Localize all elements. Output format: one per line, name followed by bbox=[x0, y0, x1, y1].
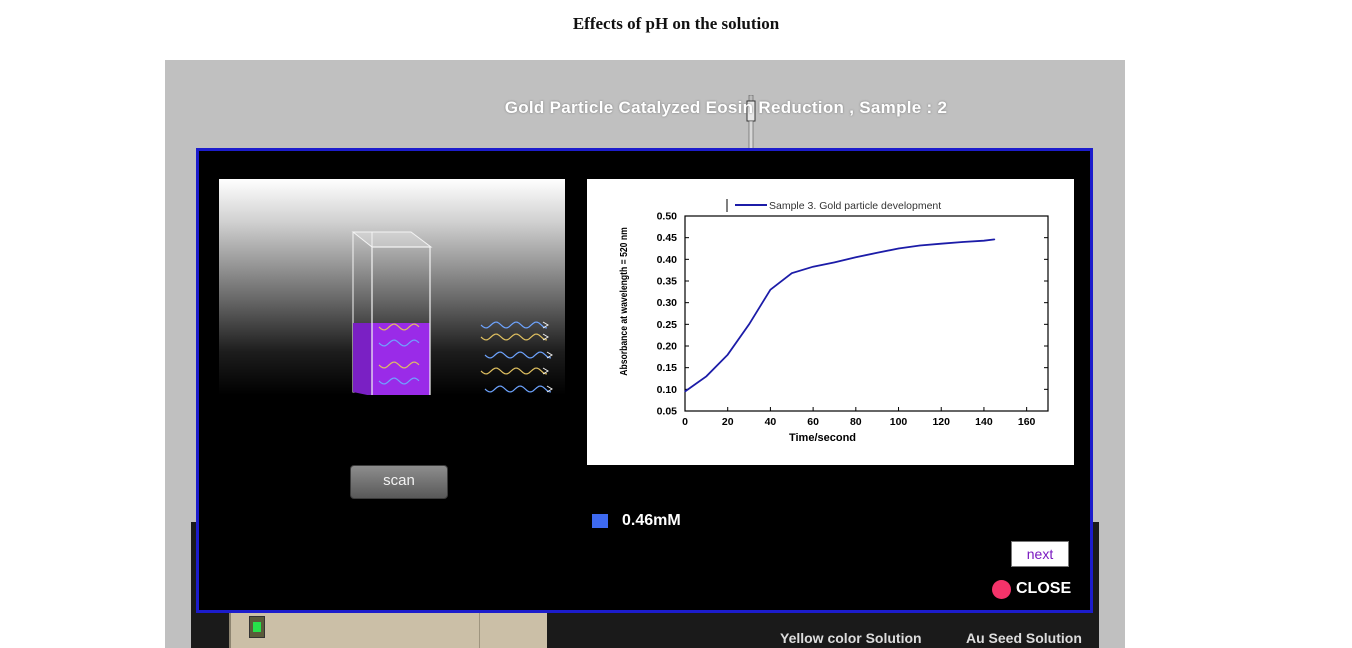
x-axis-label: Time/second bbox=[789, 432, 856, 444]
absorbance-chart: 0.05 0.10 0.15 0.20 0.25 0.30 0.35 0.40 0.45 0.50… bbox=[587, 179, 1074, 465]
x-tick-label: 160 bbox=[1018, 416, 1036, 428]
light-wave-arrow bbox=[546, 385, 553, 393]
data-point bbox=[961, 241, 964, 243]
data-point bbox=[684, 390, 686, 393]
x-tick-label: 60 bbox=[807, 416, 819, 428]
legend-label: Sample 3. Gold particle development bbox=[769, 200, 941, 212]
x-tick-label: 100 bbox=[890, 416, 908, 428]
cuvette-icon bbox=[351, 231, 433, 395]
switch-indicator-icon bbox=[253, 622, 261, 632]
x-tick-label: 20 bbox=[722, 416, 734, 428]
data-point bbox=[791, 272, 793, 274]
data-point bbox=[876, 252, 878, 254]
bench-cabinet bbox=[229, 608, 547, 648]
y-tick-label: 0.50 bbox=[657, 211, 678, 223]
light-wave-arrow bbox=[542, 367, 549, 375]
light-wave-arrow bbox=[542, 321, 549, 329]
solution-side bbox=[353, 323, 372, 395]
data-point bbox=[919, 244, 921, 247]
x-tick-label: 0 bbox=[682, 416, 688, 428]
y-axis-label: Absorbance at wavelength = 520 nm bbox=[618, 227, 630, 375]
plot-frame bbox=[684, 215, 1049, 412]
data-point bbox=[727, 354, 729, 356]
data-point bbox=[705, 375, 707, 377]
light-wave-arrow bbox=[546, 351, 553, 359]
y-tick-label: 0.45 bbox=[657, 232, 678, 244]
sample-title: Gold Particle Catalyzed Eosin Reduction … bbox=[504, 98, 948, 117]
y-tick-label: 0.30 bbox=[657, 297, 678, 309]
y-tick-label: 0.25 bbox=[657, 319, 678, 331]
data-point bbox=[983, 240, 985, 242]
light-wave bbox=[378, 377, 420, 385]
au-seed-solution-label[interactable]: Au Seed Solution bbox=[966, 630, 1082, 646]
data-point bbox=[940, 243, 942, 245]
light-wave bbox=[480, 367, 548, 375]
power-switch[interactable] bbox=[249, 616, 265, 638]
concentration-value: 0.46mM bbox=[622, 512, 681, 529]
light-wave bbox=[484, 385, 552, 393]
cabinet-divider bbox=[479, 608, 480, 648]
light-wave bbox=[378, 323, 420, 331]
light-wave bbox=[480, 321, 548, 329]
x-tick-label: 80 bbox=[850, 416, 862, 428]
x-tick-label: 40 bbox=[765, 416, 777, 428]
yellow-solution-label[interactable]: Yellow color Solution bbox=[780, 630, 922, 646]
y-tick-label: 0.40 bbox=[657, 254, 678, 266]
light-wave-arrow bbox=[542, 333, 549, 341]
pipette-icon bbox=[746, 95, 756, 150]
light-wave bbox=[378, 339, 420, 347]
close-button[interactable]: CLOSE bbox=[992, 578, 1071, 600]
x-tick-label: 120 bbox=[932, 416, 950, 428]
y-tick-label: 0.35 bbox=[657, 276, 678, 288]
cuvette-panel bbox=[219, 179, 565, 395]
data-point bbox=[833, 261, 836, 263]
y-tick-label: 0.05 bbox=[657, 406, 678, 418]
cuvette-illustration bbox=[351, 231, 553, 395]
series-line bbox=[684, 238, 995, 393]
next-button[interactable]: next bbox=[1011, 541, 1069, 567]
close-label: CLOSE bbox=[1016, 580, 1072, 597]
light-wave bbox=[484, 351, 552, 359]
light-wave bbox=[378, 361, 420, 369]
x-tick-label: 140 bbox=[975, 416, 993, 428]
data-point bbox=[994, 238, 996, 240]
spectrophotometer-popup: scan 0.05 0.10 0.15 0.20 0.25 0.30 0.35 0.40 0.4… bbox=[196, 148, 1093, 613]
scan-button[interactable]: scan bbox=[350, 465, 448, 499]
light-wave bbox=[480, 333, 548, 341]
data-point bbox=[812, 266, 814, 268]
close-dot-icon bbox=[992, 579, 1011, 599]
data-point bbox=[855, 256, 857, 258]
y-tick-label: 0.20 bbox=[657, 341, 678, 353]
solution-front bbox=[372, 323, 430, 395]
concentration-swatch bbox=[592, 514, 608, 528]
data-point bbox=[748, 323, 750, 325]
y-tick-label: 0.15 bbox=[657, 362, 678, 374]
light-waves-icon bbox=[378, 321, 553, 393]
y-tick-label: 0.10 bbox=[657, 384, 678, 396]
data-point bbox=[897, 247, 900, 250]
page-title: Effects of pH on the solution bbox=[572, 14, 780, 33]
data-point bbox=[769, 289, 772, 291]
